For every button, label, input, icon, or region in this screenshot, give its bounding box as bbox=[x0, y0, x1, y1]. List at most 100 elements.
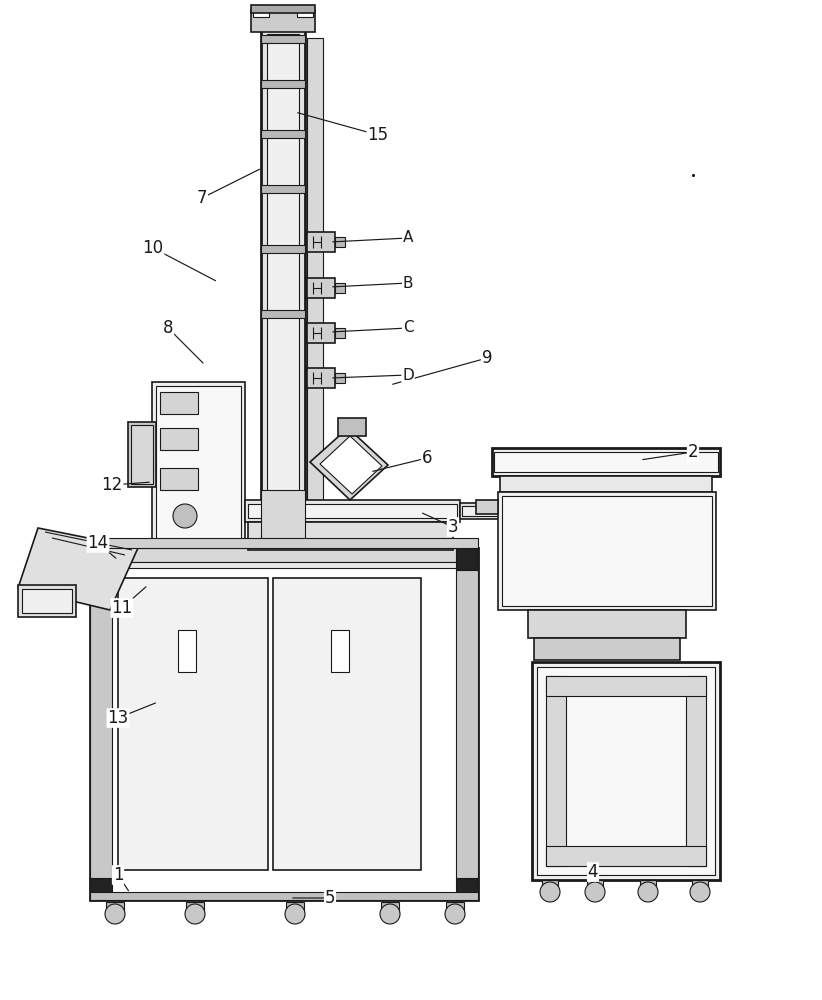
Bar bbox=[160, 468, 198, 490]
Circle shape bbox=[690, 882, 710, 902]
Bar bbox=[251, 10, 315, 32]
Bar bbox=[96, 554, 472, 894]
Bar bbox=[18, 585, 76, 617]
Text: 14: 14 bbox=[87, 534, 109, 552]
Bar bbox=[160, 392, 198, 414]
Text: 10: 10 bbox=[142, 239, 164, 257]
Bar bbox=[462, 506, 518, 516]
Bar bbox=[90, 562, 478, 568]
Bar bbox=[90, 548, 478, 900]
Text: 5: 5 bbox=[325, 889, 335, 907]
Bar bbox=[248, 504, 457, 518]
Bar bbox=[335, 373, 345, 383]
Bar bbox=[446, 902, 464, 916]
Bar bbox=[542, 880, 558, 892]
Circle shape bbox=[638, 882, 658, 902]
Text: 4: 4 bbox=[588, 863, 598, 881]
Bar bbox=[528, 610, 686, 638]
Bar bbox=[537, 667, 715, 875]
Bar bbox=[156, 386, 241, 544]
Text: 3: 3 bbox=[448, 518, 459, 536]
Polygon shape bbox=[18, 528, 138, 610]
Bar bbox=[90, 538, 478, 548]
Bar bbox=[261, 185, 305, 193]
Bar bbox=[460, 503, 520, 519]
Bar bbox=[261, 130, 305, 138]
Bar bbox=[253, 5, 269, 17]
Text: B: B bbox=[403, 275, 413, 290]
Circle shape bbox=[185, 904, 205, 924]
Bar bbox=[692, 880, 708, 892]
Bar bbox=[261, 80, 305, 88]
Bar bbox=[106, 902, 124, 916]
Circle shape bbox=[173, 504, 197, 528]
Text: 7: 7 bbox=[196, 189, 207, 207]
Bar bbox=[178, 630, 196, 672]
Bar bbox=[502, 496, 712, 606]
Bar bbox=[307, 38, 323, 548]
Bar bbox=[456, 878, 478, 900]
Bar bbox=[492, 448, 720, 476]
Bar bbox=[90, 570, 112, 878]
Text: 12: 12 bbox=[101, 476, 122, 494]
Bar bbox=[307, 368, 335, 388]
Bar bbox=[261, 245, 305, 253]
Circle shape bbox=[380, 904, 400, 924]
Bar bbox=[476, 500, 498, 514]
Bar bbox=[640, 880, 656, 892]
Bar bbox=[90, 548, 112, 570]
Bar bbox=[307, 323, 335, 343]
Bar bbox=[546, 676, 566, 866]
Bar bbox=[90, 878, 112, 900]
Bar bbox=[90, 892, 478, 900]
Bar bbox=[186, 902, 204, 916]
Bar bbox=[160, 428, 198, 450]
Bar bbox=[118, 578, 268, 870]
Bar bbox=[338, 418, 366, 436]
Bar bbox=[128, 422, 156, 487]
Bar bbox=[261, 35, 305, 43]
Bar bbox=[261, 310, 305, 318]
Bar bbox=[500, 476, 712, 492]
Text: 6: 6 bbox=[422, 449, 432, 467]
Bar bbox=[286, 902, 304, 916]
Bar bbox=[532, 662, 720, 880]
Bar bbox=[546, 846, 706, 866]
Text: 8: 8 bbox=[163, 319, 173, 337]
Bar bbox=[335, 283, 345, 293]
Bar bbox=[546, 676, 706, 696]
Polygon shape bbox=[320, 436, 382, 494]
Bar bbox=[456, 570, 478, 878]
Bar bbox=[261, 28, 305, 548]
Bar bbox=[307, 232, 335, 252]
Bar bbox=[251, 5, 315, 13]
Bar bbox=[534, 638, 680, 660]
Bar bbox=[245, 500, 460, 522]
Circle shape bbox=[105, 904, 125, 924]
Bar bbox=[307, 278, 335, 298]
Bar bbox=[152, 382, 245, 548]
Bar bbox=[273, 578, 421, 870]
Text: 11: 11 bbox=[111, 599, 132, 617]
Bar bbox=[261, 490, 305, 545]
Bar bbox=[297, 5, 313, 17]
Bar bbox=[686, 676, 706, 866]
Bar bbox=[22, 589, 72, 613]
Polygon shape bbox=[310, 428, 388, 500]
Text: 13: 13 bbox=[108, 709, 128, 727]
Bar bbox=[248, 522, 453, 550]
Text: D: D bbox=[402, 367, 413, 382]
Text: 1: 1 bbox=[113, 866, 123, 884]
Circle shape bbox=[585, 882, 605, 902]
Bar bbox=[456, 548, 478, 570]
Bar bbox=[331, 630, 349, 672]
Text: 9: 9 bbox=[482, 349, 492, 367]
Circle shape bbox=[445, 904, 465, 924]
Bar bbox=[90, 548, 478, 562]
Bar bbox=[335, 237, 345, 247]
Text: 2: 2 bbox=[688, 443, 699, 461]
Bar bbox=[381, 902, 399, 916]
Circle shape bbox=[540, 882, 560, 902]
Text: A: A bbox=[403, 231, 413, 245]
Bar bbox=[131, 425, 153, 484]
